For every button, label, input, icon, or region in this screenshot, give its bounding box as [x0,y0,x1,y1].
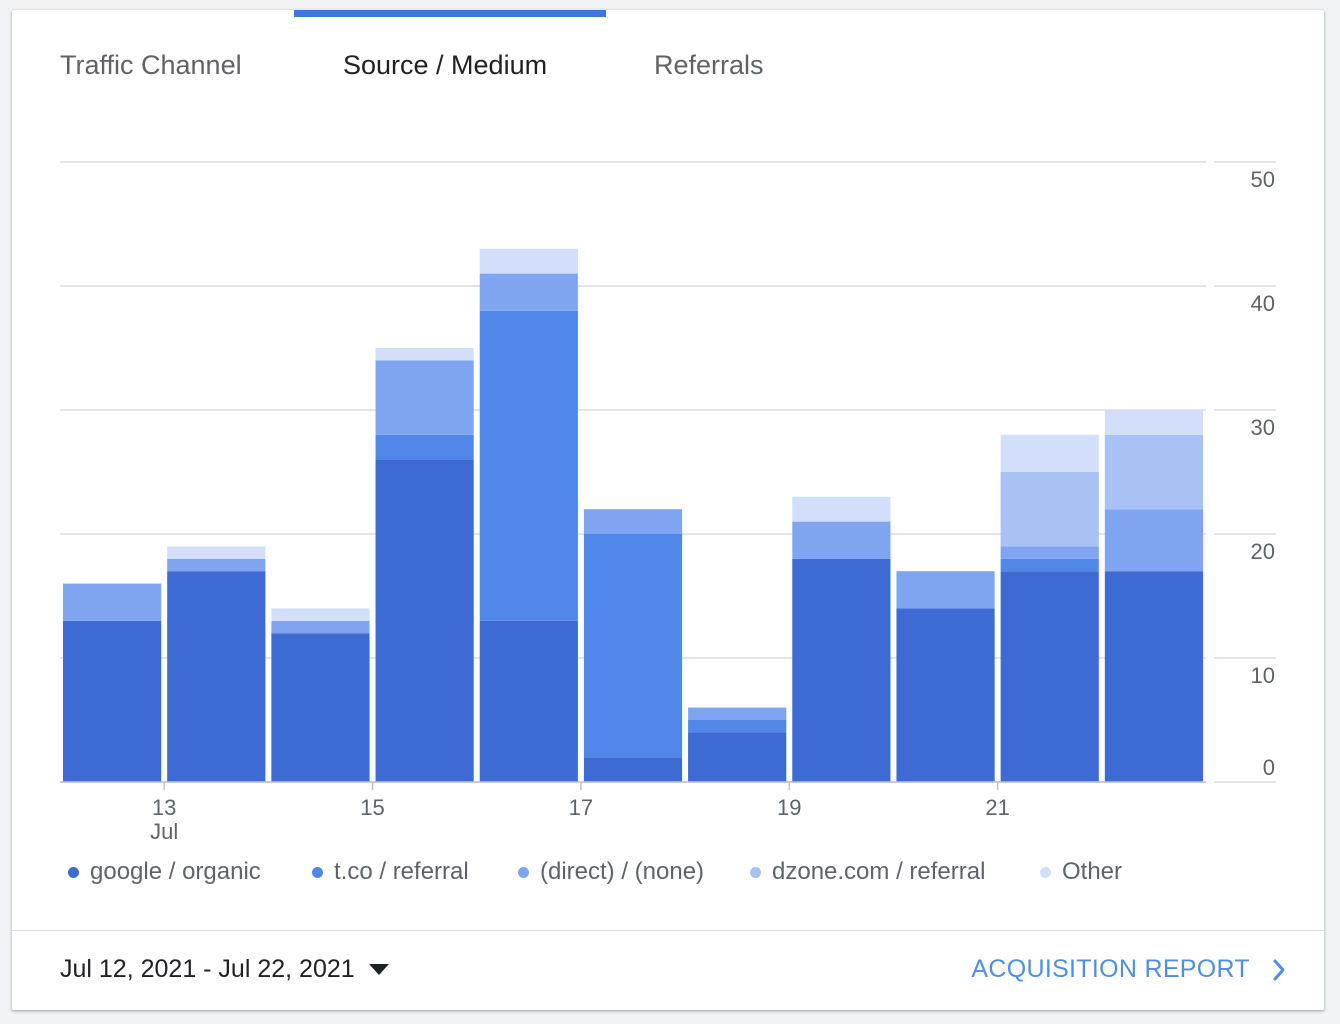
bar-segment [1000,546,1099,559]
bar-segment [271,620,370,634]
bar-segment [688,732,787,782]
bar-segment [1104,571,1203,782]
legend-dot-icon [1040,866,1051,878]
bar-segment [375,459,474,782]
y-tick-label: 20 [1251,539,1275,564]
bar-segment [271,633,370,782]
bar-segment [1104,410,1203,435]
bar-segment [896,571,995,609]
bar-segment [63,620,162,782]
bar-segment [479,620,578,782]
legend-item[interactable]: t.co / referral [312,858,469,886]
date-range-selector[interactable]: Jul 12, 2021 - Jul 22, 2021 [60,955,389,984]
bar-segment [167,571,266,782]
legend-label: Other [1062,858,1123,885]
active-tab-indicator [294,10,606,17]
legend-label: dzone.com / referral [772,858,986,885]
legend-dot-icon [518,866,529,878]
bar-segment [479,310,578,621]
legend-dot-icon [312,866,323,878]
date-range-label: Jul 12, 2021 - Jul 22, 2021 [60,955,355,983]
bar-segment [1104,434,1203,510]
x-tick-label: 21 [985,795,1009,820]
bar-segment [583,534,683,758]
legend-label: google / organic [90,858,261,885]
bar-segment [688,707,787,720]
bar-segment [167,546,266,559]
bar-segment [375,434,474,460]
bar-segment [896,608,995,782]
bar-segment [479,248,578,274]
chart-legend: google / organic t.co / referral (direct) … [12,858,1324,888]
bar-segment [583,509,683,534]
y-tick-label: 10 [1251,663,1275,688]
chevron-right-icon [1273,959,1285,980]
bar-segment [1000,571,1099,782]
tab-referrals[interactable]: Referrals [654,50,764,80]
bar-segment [583,757,683,782]
legend-item[interactable]: google / organic [68,858,261,886]
x-tick-label: 15 [360,795,384,820]
bar-segment [792,496,891,522]
bar-segment [63,583,162,621]
bar-segment [375,348,474,361]
tab-source-medium[interactable]: Source / Medium [343,50,548,80]
bar-segment [1000,434,1099,472]
y-tick-label: 30 [1251,415,1275,440]
bar-segment [271,608,370,621]
legend-item[interactable]: (direct) / (none) [518,858,704,886]
footer-divider [12,930,1324,931]
bar-segment [792,558,891,782]
acquisition-card: Traffic Channel Source / Medium Referral… [12,10,1324,1010]
tab-traffic-channel[interactable]: Traffic Channel [60,50,242,80]
legend-item[interactable]: dzone.com / referral [750,858,985,886]
y-tick-label: 40 [1251,291,1275,316]
legend-label: t.co / referral [334,858,469,885]
y-tick-label: 0 [1263,755,1275,780]
bar-segment [688,720,787,733]
report-link-label: ACQUISITION REPORT [971,955,1250,983]
x-tick-label: 13 [152,795,176,820]
acquisition-report-link[interactable]: ACQUISITION REPORT [971,955,1286,984]
legend-dot-icon [750,866,761,878]
bar-segment [375,360,474,435]
legend-dot-icon [68,866,79,878]
bar-segment [792,521,891,559]
legend-label: (direct) / (none) [540,858,705,885]
bar-segment [167,558,266,572]
bar-segment [1000,472,1099,547]
bar-segment [1000,558,1099,572]
x-tick-label: 17 [569,795,593,820]
legend-item[interactable]: Other [1040,858,1122,886]
x-tick-sublabel: Jul [150,819,178,844]
bar-segment [1104,509,1203,572]
bar-segment [479,273,578,311]
dropdown-caret-icon [368,964,389,975]
x-tick-label: 19 [777,795,801,820]
y-tick-label: 50 [1251,167,1275,192]
